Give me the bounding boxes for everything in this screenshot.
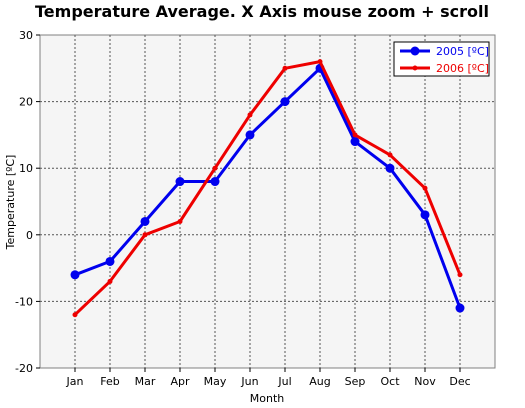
- data-point-2006: [387, 152, 393, 158]
- data-point-2005: [70, 270, 80, 280]
- data-point-2006: [282, 65, 288, 71]
- data-point-2005: [210, 177, 220, 187]
- data-point-2005: [420, 210, 430, 220]
- data-point-2005: [140, 216, 150, 226]
- legend-marker-2005: [410, 46, 420, 56]
- x-tick-label: Mar: [135, 375, 156, 388]
- y-tick-label: 10: [19, 162, 33, 175]
- y-tick-label: 20: [19, 96, 33, 109]
- x-tick-label: Apr: [170, 375, 190, 388]
- x-tick-label: Sep: [345, 375, 366, 388]
- data-point-2006: [72, 312, 78, 318]
- data-point-2005: [245, 130, 255, 140]
- axes: -20 -10 0 10 20 30 Jan Feb Mar Apr May Jun Jul Aug Sep…: [15, 29, 471, 388]
- legend-marker-2006: [412, 65, 418, 71]
- data-point-2005: [280, 97, 290, 107]
- data-point-2006: [422, 185, 428, 191]
- y-tick-label: -10: [15, 295, 33, 308]
- series-line-2005: [74, 66, 462, 309]
- legend-label-2005: 2005 [ºC]: [436, 45, 489, 58]
- data-point-2005: [175, 177, 185, 187]
- data-point-2005: [385, 163, 395, 173]
- data-point-2006: [142, 232, 148, 238]
- data-point-2006: [247, 112, 253, 118]
- data-point-2006: [107, 278, 113, 284]
- x-tick-label: Jul: [277, 375, 291, 388]
- legend-label-2006: 2006 [ºC]: [436, 62, 489, 75]
- legend-box: [393, 41, 490, 77]
- y-tick-label: 30: [19, 29, 33, 42]
- x-tick-label: Aug: [309, 375, 330, 388]
- x-tick-label: Dec: [449, 375, 470, 388]
- plot-area[interactable]: [39, 34, 496, 369]
- x-tick-label: Oct: [380, 375, 400, 388]
- data-point-2005: [455, 303, 465, 313]
- x-tick-label: Feb: [100, 375, 119, 388]
- x-tick-label: May: [204, 375, 227, 388]
- data-point-2006: [457, 272, 463, 278]
- x-tick-label: Jun: [240, 375, 258, 388]
- data-point-2006: [352, 132, 358, 138]
- x-tick-label: Jan: [66, 375, 84, 388]
- series-line-2006: [73, 60, 462, 316]
- data-point-2006: [317, 59, 323, 65]
- y-axis-label: Temperature [ºC]: [4, 155, 17, 251]
- data-point-2005: [105, 256, 115, 266]
- data-series: [70, 59, 465, 318]
- x-tick-label: Nov: [414, 375, 436, 388]
- data-point-2006: [177, 218, 183, 224]
- legend: 2005 [ºC] 2006 [ºC]: [393, 41, 490, 77]
- y-tick-label: -20: [15, 362, 33, 375]
- chart-title: Temperature Average. X Axis mouse zoom +…: [35, 2, 489, 21]
- y-tick-label: 0: [26, 229, 33, 242]
- x-axis-label: Month: [250, 392, 285, 405]
- data-point-2005: [350, 137, 360, 147]
- data-point-2006: [212, 165, 218, 171]
